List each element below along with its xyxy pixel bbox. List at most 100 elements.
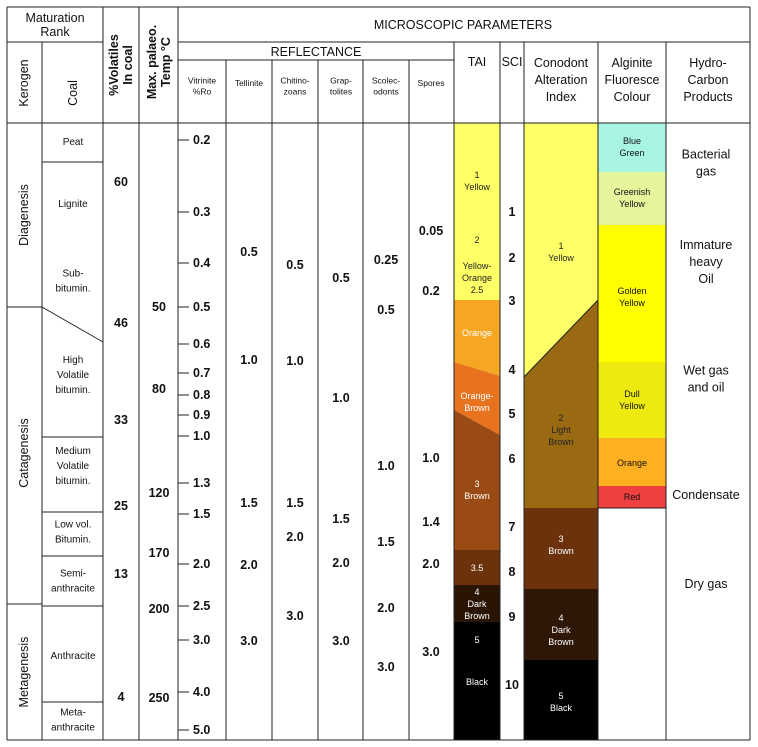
cai-band-5	[524, 660, 598, 740]
header-tai: TAI	[468, 55, 487, 69]
sci-value: 5	[509, 407, 516, 421]
tai-label: Orange-Brown	[460, 391, 493, 413]
header-volatiles: %VolatilesIn coal	[107, 34, 135, 96]
vitrinite-label: 0.2	[193, 133, 210, 147]
tai-band	[454, 362, 500, 435]
header-palaeo-temp: Max. palaeo.Temp °C	[145, 25, 173, 99]
tellinite-value: 2.0	[240, 558, 257, 572]
temperature-value: 170	[149, 546, 170, 560]
color-fills	[454, 123, 666, 740]
coal-rank: Medium Volatile bitumin.	[55, 446, 91, 487]
vitrinite-label: 0.8	[193, 388, 210, 402]
tai-label: 3 Brown	[464, 479, 490, 501]
tai-band	[454, 585, 500, 622]
alginite-band	[598, 438, 666, 486]
alginite-label: Dull Yellow	[619, 389, 645, 411]
spores-value: 2.0	[422, 557, 439, 571]
vitrinite-label: 4.0	[193, 685, 210, 699]
header-cai: Conodont Alteration Index	[534, 56, 589, 104]
grid-line	[523, 299, 599, 378]
tai-label: Yellow-Orange 2.5	[462, 261, 492, 295]
temperature-value: 120	[149, 486, 170, 500]
header-coal: Coal	[66, 80, 80, 106]
alginite-label: Blue Green	[619, 136, 644, 158]
graptolites-value: 3.0	[332, 634, 349, 648]
tai-label: Black	[466, 677, 489, 687]
sci-value: 6	[509, 452, 516, 466]
vitrinite-label: 1.0	[193, 429, 210, 443]
scolecodonts-value: 1.0	[377, 459, 394, 473]
chitinozoans-value: 1.5	[286, 496, 303, 510]
cai-label: 3 Brown	[548, 534, 574, 556]
tai-label: 4 Dark Brown	[464, 587, 490, 621]
alginite-label: Orange	[617, 458, 647, 468]
chitinozoans-value: 3.0	[286, 609, 303, 623]
tai-band	[454, 300, 500, 376]
coal-rank: Semi-anthracite	[51, 568, 95, 594]
spores-value: 1.4	[422, 515, 439, 529]
scolecodonts-value: 0.25	[374, 253, 398, 267]
tellinite-value: 3.0	[240, 634, 257, 648]
tellinite-value: 1.5	[240, 496, 257, 510]
cai-label: 4 Dark Brown	[548, 613, 574, 647]
alginite-band	[598, 172, 666, 225]
vitrinite-label: 0.9	[193, 408, 210, 422]
chitinozoans-value: 2.0	[286, 530, 303, 544]
header-maturation-rank: Maturation Rank	[25, 11, 84, 39]
vitrinite-label: 0.5	[193, 300, 210, 314]
graptolites-value: 1.0	[332, 391, 349, 405]
alginite-label: Red	[624, 492, 641, 502]
vitrinite-label: 2.5	[193, 599, 210, 613]
scolecodonts-value: 3.0	[377, 660, 394, 674]
coal-rank: High Volatile bitumin.	[55, 355, 90, 396]
cai-label: 1 Yellow	[548, 241, 574, 263]
cai-label: 5 Black	[550, 691, 573, 713]
header-tellinite: Tellinite	[235, 78, 264, 88]
chitinozoans-value: 1.0	[286, 354, 303, 368]
tai-label: Orange	[462, 328, 492, 338]
header-sci: SCI	[502, 55, 523, 69]
header-vitrinite: Vitrinite %Ro	[188, 76, 216, 97]
header-spores: Spores	[418, 78, 445, 88]
kerogen-stage: Catagenesis	[17, 418, 31, 488]
temperature-value: 50	[152, 300, 166, 314]
alginite-band	[598, 123, 666, 172]
graptolites-value: 2.0	[332, 556, 349, 570]
vitrinite-label: 0.7	[193, 366, 210, 380]
header-scolecodonts: Scolec-odonts	[372, 76, 401, 97]
kerogen-stage: Metagenesis	[17, 637, 31, 708]
tellinite-value: 1.0	[240, 353, 257, 367]
sci-value: 1	[509, 205, 516, 219]
alginite-band	[598, 486, 666, 508]
tai-band	[454, 550, 500, 585]
vitrinite-label: 1.3	[193, 476, 210, 490]
sci-value: 3	[509, 294, 516, 308]
temperature-value: 80	[152, 382, 166, 396]
spores-value: 0.2	[422, 284, 439, 298]
tai-band	[454, 244, 500, 300]
sci-value: 9	[509, 610, 516, 624]
vitrinite-label: 0.3	[193, 205, 210, 219]
cai-label: 2 Light Brown	[548, 413, 574, 447]
spores-value: 0.05	[419, 224, 443, 238]
spores-value: 3.0	[422, 645, 439, 659]
alginite-label: Greenish Yellow	[614, 187, 651, 209]
volatile-value: 60	[114, 175, 128, 189]
coal-rank: Peat	[63, 137, 84, 148]
graptolites-value: 1.5	[332, 512, 349, 526]
graptolites-value: 0.5	[332, 271, 349, 285]
header-chitinozoans: Chitino-zoans	[280, 76, 309, 97]
scolecodonts-value: 1.5	[377, 535, 394, 549]
temperature-value: 200	[149, 602, 170, 616]
spores-value: 1.0	[422, 451, 439, 465]
header-graptolites: Grap-tolites	[330, 76, 352, 97]
sci-value: 7	[509, 520, 516, 534]
sci-value: 2	[509, 251, 516, 265]
temperature-value: 250	[149, 691, 170, 705]
tai-label: 3.5	[471, 563, 484, 573]
vitrinite-label: 2.0	[193, 557, 210, 571]
scolecodonts-value: 0.5	[377, 303, 394, 317]
sci-value: 10	[505, 678, 519, 692]
coal-rank: Anthracite	[50, 651, 95, 662]
